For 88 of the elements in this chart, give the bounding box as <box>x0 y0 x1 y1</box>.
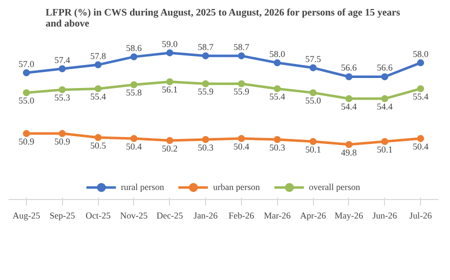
point <box>166 78 174 86</box>
point <box>58 130 66 138</box>
data-label: 57.4 <box>54 54 71 65</box>
data-label: 56.6 <box>341 62 358 73</box>
data-label: 50.9 <box>54 136 71 147</box>
data-label: 55.4 <box>269 92 286 102</box>
point <box>202 136 210 144</box>
x-tick-label: Nov-25 <box>120 210 148 220</box>
point <box>417 135 424 142</box>
point <box>58 65 66 72</box>
data-label: 50.9 <box>18 136 35 147</box>
data-label: 50.5 <box>90 140 106 151</box>
legend-label: rural person <box>120 182 164 192</box>
point <box>381 95 388 102</box>
point <box>22 89 30 96</box>
point <box>345 141 352 148</box>
data-label: 55.9 <box>198 86 214 97</box>
point <box>94 85 102 92</box>
point <box>381 138 388 146</box>
point <box>417 85 424 92</box>
x-tick-label: Mar-26 <box>264 210 292 220</box>
data-label: 55.4 <box>412 92 429 102</box>
data-label: 56.1 <box>162 84 178 95</box>
x-tick-label: Jan-26 <box>194 210 218 220</box>
point <box>238 52 245 60</box>
x-tick-label: Aug-25 <box>12 210 41 220</box>
chart-title: LFPR (%) in CWS during August, 2025 to August, 2026 for persons of age 15 years and above <box>46 8 400 30</box>
point <box>94 134 102 142</box>
point <box>58 86 66 94</box>
point <box>22 130 30 138</box>
data-label: 55.9 <box>234 86 250 97</box>
data-label: 50.2 <box>162 144 178 154</box>
data-label: 50.4 <box>234 142 250 152</box>
x-tick-label: Feb-26 <box>228 210 255 220</box>
point <box>130 81 138 88</box>
data-label: 54.4 <box>341 102 358 112</box>
data-label: 50.3 <box>269 142 286 153</box>
data-label: 50.4 <box>126 142 142 152</box>
data-label: 55.3 <box>54 92 71 103</box>
x-tick-label: Dec-25 <box>156 210 184 220</box>
data-label: 50.3 <box>198 142 214 153</box>
data-label: 55.0 <box>18 96 35 106</box>
data-label: 58.0 <box>269 48 286 59</box>
data-label: 55.4 <box>90 92 106 102</box>
point <box>166 137 174 144</box>
data-label: 55.8 <box>126 88 142 98</box>
data-label: 57.8 <box>90 50 106 61</box>
point <box>310 138 317 146</box>
data-label: 58.7 <box>234 42 250 52</box>
point <box>274 136 281 144</box>
point <box>417 59 424 66</box>
data-label: 50.4 <box>412 142 429 152</box>
data-label: 58.6 <box>126 42 142 53</box>
data-label: 49.8 <box>341 148 358 158</box>
data-label: 50.1 <box>376 144 393 155</box>
x-tick-label: Apr-26 <box>300 210 326 220</box>
point <box>274 59 281 66</box>
point <box>310 89 317 96</box>
point <box>274 85 281 92</box>
point <box>238 80 245 88</box>
x-tick-label: Jul-26 <box>409 210 432 220</box>
x-tick-label: Jun-26 <box>372 210 398 220</box>
point <box>130 135 138 142</box>
data-label: 58.0 <box>412 48 429 59</box>
data-label: 55.0 <box>305 96 322 106</box>
point <box>310 64 317 72</box>
x-tick-label: Oct-25 <box>86 210 112 220</box>
point <box>238 135 245 142</box>
data-label: 57.0 <box>18 58 35 69</box>
point <box>166 49 174 56</box>
data-label: 58.7 <box>198 42 214 52</box>
point <box>130 53 138 60</box>
x-tick-label: May-26 <box>334 210 364 220</box>
point <box>345 95 352 102</box>
data-label: 56.6 <box>376 62 394 73</box>
legend-label: overall person <box>308 182 360 192</box>
data-label: 54.4 <box>376 102 394 112</box>
x-tick-label: Sep-25 <box>50 210 76 220</box>
point <box>94 61 102 68</box>
data-label: 59.0 <box>162 38 178 49</box>
point <box>202 52 210 60</box>
data-label: 57.5 <box>305 54 322 64</box>
data-label: 50.1 <box>305 144 321 155</box>
point <box>381 73 388 80</box>
point <box>22 69 30 76</box>
point <box>202 80 210 88</box>
legend-label: urban person <box>213 182 260 192</box>
point <box>345 73 352 80</box>
